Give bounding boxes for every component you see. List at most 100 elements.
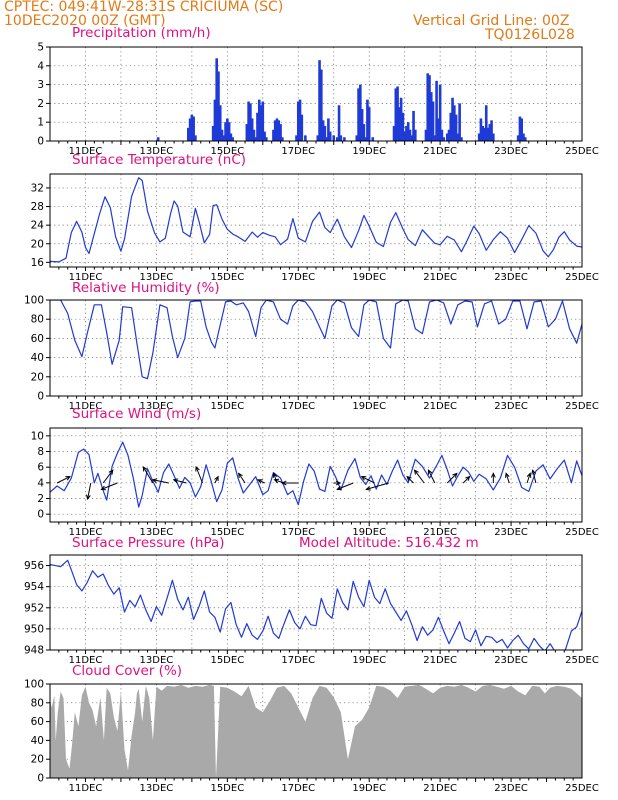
wind-date-label: 17DEC: [281, 527, 315, 538]
model-id: TQ0126L028: [485, 27, 575, 43]
temp-ytick-label: 16: [31, 257, 45, 269]
temp-panel: 16 20 24 28 32 11DEC 13DEC 15DEC 17DEC 19DEC 21DEC…: [31, 152, 599, 283]
wind-vector-head: [465, 475, 471, 482]
wind-vector-arrow: [462, 475, 471, 484]
precip-ytick-label: 5: [37, 42, 44, 54]
wind-vector-head: [238, 472, 243, 478]
pres-line: [50, 559, 582, 650]
precip-bar: [188, 118, 192, 141]
wind-vector-shaft: [173, 479, 187, 484]
wind-panel: 0 2 4 6 8 10 11DEC 13DEC 15DEC 17DEC 19DEC 21DEC 23D…: [31, 406, 599, 538]
precip-bar: [401, 112, 405, 141]
precip-bar: [490, 120, 493, 141]
precip-bar: [357, 88, 360, 141]
precip-bar: [300, 114, 304, 141]
wind-vector-shaft: [406, 476, 414, 484]
wind-ytick-label: 0: [37, 509, 44, 521]
wind-vector-head: [406, 475, 412, 482]
wind-vector-arrow: [100, 482, 118, 491]
wind-ytick-label: 4: [37, 477, 44, 489]
precip-bar: [220, 129, 224, 141]
cloud-ytick-label: 0: [37, 773, 44, 785]
wind-vector-shaft: [361, 476, 375, 484]
pres-date-label: 11DEC: [69, 655, 103, 666]
wind-vector-shaft: [446, 473, 458, 484]
precip-bar: [440, 129, 444, 141]
wind-vector-head: [195, 465, 200, 472]
rh-date-label: 25DEC: [565, 401, 599, 412]
precip-bar: [272, 129, 275, 141]
wind-vector-shaft: [195, 466, 203, 484]
precip-bar: [339, 135, 343, 141]
precip-bar: [454, 114, 458, 141]
precip-bar: [192, 116, 195, 141]
wind-vector-arrow: [238, 472, 246, 484]
precip-bar: [396, 86, 399, 141]
wind-vector-head: [65, 476, 71, 481]
precip-ytick-label: 2: [37, 98, 44, 110]
precip-bar: [403, 131, 406, 141]
cloud-ytick-label: 20: [31, 754, 44, 766]
cloud-date-label: 19DEC: [352, 783, 386, 794]
rh-panel: 0 20 40 60 80 100 11DEC 13DEC 15DEC 17DEC 19DEC 21D…: [24, 280, 599, 412]
temp-ytick-label: 20: [31, 238, 44, 250]
precip-bar: [451, 97, 454, 141]
rh-ytick-label: 60: [31, 333, 44, 345]
precip-date-label: 25DEC: [565, 146, 599, 157]
rh-ytick-label: 100: [24, 295, 44, 307]
cloud-title: Cloud Cover (%): [72, 663, 182, 679]
rh-ytick-label: 20: [31, 371, 44, 383]
cloud-date-label: 15DEC: [210, 783, 244, 794]
pres-ytick-label: 952: [24, 602, 44, 614]
wind-vector-shaft: [152, 479, 169, 484]
wind-date-label: 11DEC: [69, 527, 103, 538]
precip-bar: [275, 118, 279, 141]
temp-date-label: 15DEC: [210, 272, 244, 283]
pres-date-label: 25DEC: [565, 655, 599, 666]
cloud-ytick-label: 80: [31, 697, 44, 709]
wind-vector-head: [531, 469, 536, 475]
temp-ytick-label: 32: [31, 182, 44, 194]
wind-vector-head: [335, 480, 342, 486]
precip-bar: [516, 135, 520, 141]
wind-vector-head: [214, 475, 219, 482]
temp-series: [50, 177, 582, 263]
pres-date-label: 23DEC: [494, 655, 528, 666]
wind-vector-arrow: [102, 469, 114, 484]
temp-date-label: 13DEC: [140, 272, 174, 283]
precip-bar: [414, 129, 417, 141]
pres-ytick-label: 948: [24, 645, 44, 657]
precip-bar: [227, 122, 231, 141]
precip-bar: [442, 137, 445, 141]
precip-bar: [327, 118, 330, 141]
grid-line-note: Vertical Grid Line: 00Z: [413, 13, 570, 29]
wind-ytick-label: 10: [31, 430, 44, 442]
precip-bar: [231, 137, 234, 141]
wind-vector-head: [413, 469, 419, 475]
precip-bar: [259, 105, 263, 141]
wind-vector-head: [100, 485, 106, 491]
precip-bar: [190, 114, 194, 141]
wind-vector-head: [452, 472, 458, 478]
pres-date-label: 19DEC: [352, 655, 386, 666]
wind-vector-arrow: [413, 469, 425, 484]
wind-vector-arrow: [531, 469, 537, 484]
wind-ytick-label: 6: [37, 462, 44, 474]
precip-bar: [261, 101, 265, 141]
precip-bar: [215, 58, 218, 141]
precip-bar: [332, 135, 336, 141]
wind-vector-shaft: [142, 466, 154, 484]
precip-bar: [522, 133, 525, 141]
precip-bar: [392, 125, 396, 141]
station-title: CPTEC: 049:41W-28:31S CRICIUMA (SC): [4, 0, 284, 15]
precip-bar: [481, 125, 484, 141]
wind-vector-head: [281, 480, 287, 486]
rh-series: [50, 300, 582, 380]
precip-bar: [245, 124, 249, 141]
temp-date-label: 19DEC: [352, 272, 386, 283]
wind-vector-arrow: [56, 476, 71, 484]
temp-ytick-label: 24: [31, 220, 45, 232]
precip-bar: [429, 92, 433, 141]
wind-vector-shaft: [214, 476, 219, 484]
temp-ytick-label: 28: [31, 201, 44, 213]
